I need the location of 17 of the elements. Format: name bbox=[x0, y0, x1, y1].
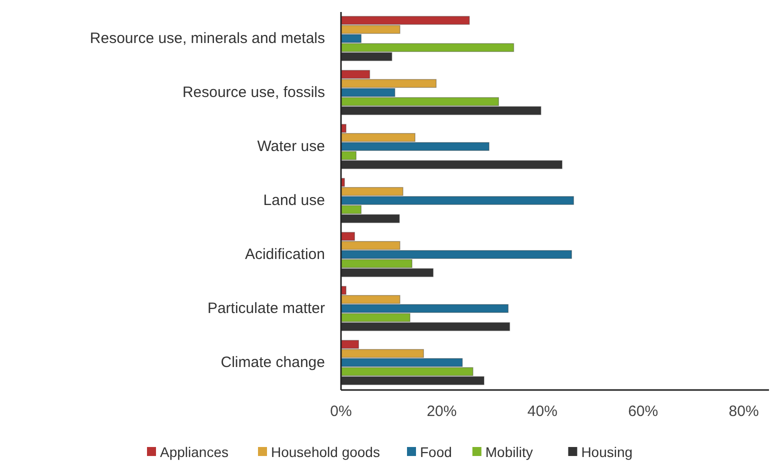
x-tick-label: 80% bbox=[728, 403, 759, 420]
y-tick-label: Particulate matter bbox=[207, 300, 326, 317]
y-tick-label: Land use bbox=[263, 192, 325, 209]
y-tick-label: Resource use, minerals and metals bbox=[90, 30, 325, 47]
legend-label: Housing bbox=[581, 444, 633, 460]
y-tick-label: Acidification bbox=[244, 246, 325, 263]
y-tick-label: Resource use, fossils bbox=[182, 84, 325, 101]
x-tick-label: 20% bbox=[426, 403, 457, 420]
legend-label: Food bbox=[420, 444, 452, 460]
y-tick-label: Water use bbox=[257, 138, 325, 155]
legend-label: Household goods bbox=[271, 444, 380, 460]
x-tick-label: 40% bbox=[527, 403, 558, 420]
legend-label: Appliances bbox=[160, 444, 228, 460]
x-tick-label: 0% bbox=[330, 403, 352, 420]
legend-label: Mobility bbox=[485, 444, 533, 460]
y-tick-label: Climate change bbox=[220, 354, 325, 371]
x-tick-label: 60% bbox=[628, 403, 658, 420]
